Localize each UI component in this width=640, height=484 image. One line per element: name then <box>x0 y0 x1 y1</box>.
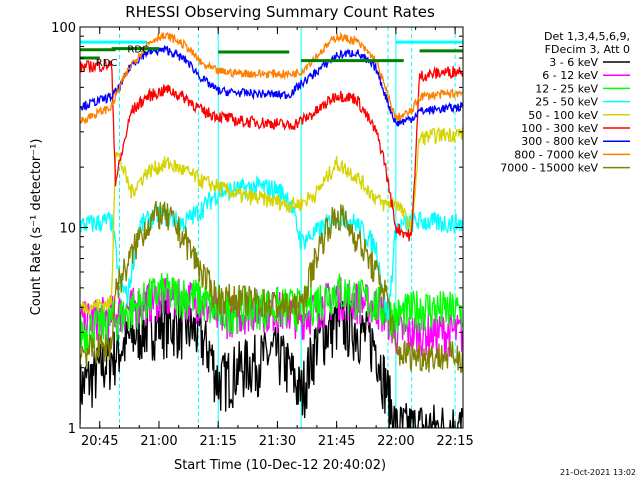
y-tick-label-1: 10 <box>59 222 76 237</box>
series-line-5 <box>80 59 463 242</box>
legend-label-3: 25 - 50 keV <box>535 96 598 109</box>
legend: Det 1,3,4,5,6,9,FDecim 3, Att 03 - 6 keV… <box>500 30 630 175</box>
legend-label-6: 300 - 800 keV <box>521 135 598 148</box>
x-tick-label-3: 21:30 <box>259 434 296 449</box>
x-tick-label-4: 21:45 <box>318 434 355 449</box>
y-axis-label: Count Rate (s⁻¹ detector⁻¹) <box>29 139 44 316</box>
x-tick-label-5: 22:00 <box>377 434 414 449</box>
legend-label-1: 6 - 12 keV <box>542 69 598 82</box>
annotation-0: RDC <box>127 45 149 56</box>
annotation-1: RDC <box>96 58 118 69</box>
y-tick-label-2: 100 <box>51 21 76 36</box>
legend-label-5: 100 - 300 keV <box>521 122 598 135</box>
series-line-4 <box>80 127 463 317</box>
legend-label-4: 50 - 100 keV <box>528 109 598 122</box>
x-tick-label-2: 21:15 <box>199 434 236 449</box>
chart-title: RHESSI Observing Summary Count Rates <box>125 3 435 21</box>
plot-area: RDC RDC <box>80 27 463 428</box>
x-tick-label-0: 20:45 <box>81 434 118 449</box>
x-tick-label-6: 22:15 <box>436 434 473 449</box>
legend-header-0: Det 1,3,4,5,6,9, <box>544 30 630 43</box>
legend-label-2: 12 - 25 keV <box>535 82 598 95</box>
series-line-8 <box>80 200 463 374</box>
series-line-0 <box>80 298 463 428</box>
plot-content: RDC RDC <box>80 27 463 428</box>
x-tick-label-1: 21:00 <box>140 434 177 449</box>
x-axis-label: Start Time (10-Dec-12 20:40:02) <box>174 458 386 473</box>
legend-header-1: FDecim 3, Att 0 <box>545 43 630 56</box>
series-line-2 <box>80 273 463 354</box>
y-tick-label-0: 1 <box>68 422 76 437</box>
plot-timestamp: 21-Oct-2021 13:02 <box>560 468 636 477</box>
axes: 20:45 21:00 21:15 21:30 21:45 22:00 22:15 1 10 10… <box>51 21 474 449</box>
legend-label-7: 800 - 7000 keV <box>514 148 598 161</box>
series-line-6 <box>80 45 463 127</box>
legend-label-0: 3 - 6 keV <box>549 56 598 69</box>
legend-label-8: 7000 - 15000 keV <box>500 162 598 175</box>
